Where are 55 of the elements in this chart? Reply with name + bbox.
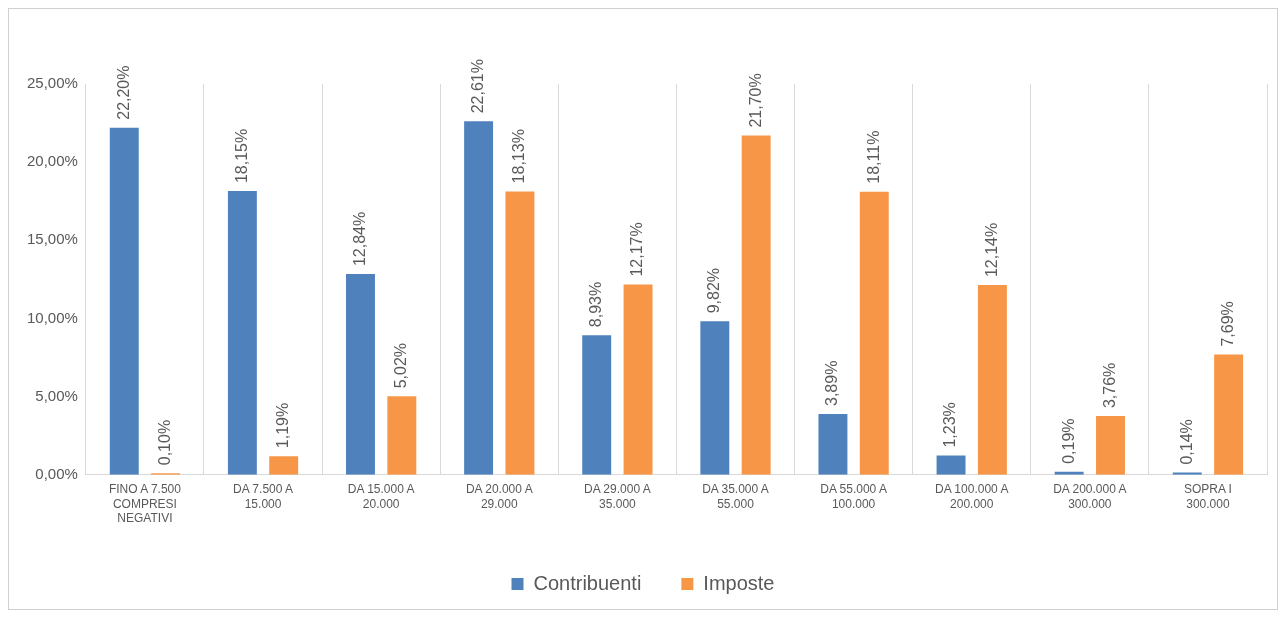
x-tick-label: FINO A 7.500 COMPRESI NEGATIVI: [108, 482, 182, 526]
legend-label: Imposte: [703, 571, 775, 594]
data-label: 0,14%: [1177, 419, 1195, 465]
y-tick-label: 20,00%: [27, 152, 78, 170]
bar: [623, 284, 653, 475]
data-label: 7,69%: [1219, 301, 1237, 347]
y-tick-label: 15,00%: [27, 230, 78, 248]
legend-label: Contribuenti: [533, 571, 642, 594]
data-label: 18,11%: [864, 130, 882, 184]
bar: [1214, 354, 1244, 475]
y-tick-label: 25,00%: [27, 74, 78, 92]
data-label: 12,17%: [628, 222, 646, 277]
data-label: 18,15%: [232, 128, 250, 184]
bar: [977, 285, 1007, 475]
data-label: 3,89%: [823, 360, 841, 406]
y-tick-label: 5,00%: [35, 386, 78, 404]
data-label: 9,82%: [705, 267, 723, 314]
bar: [582, 335, 612, 475]
data-label: 12,84%: [350, 211, 368, 267]
bar: [741, 135, 771, 475]
data-label: 22,61%: [469, 59, 486, 114]
bar: [1096, 416, 1125, 475]
bar: [227, 191, 257, 475]
data-label: 22,20%: [114, 65, 132, 120]
data-label: 12,14%: [982, 222, 1000, 278]
data-label: 1,23%: [941, 402, 959, 448]
y-tick-label: 10,00%: [27, 308, 78, 326]
bar: [109, 127, 139, 475]
bar: [936, 455, 966, 475]
x-tick-label: SOPRA I 300.000: [1183, 482, 1232, 511]
bar: [464, 121, 494, 475]
data-label: 0,10%: [156, 419, 174, 466]
bar: [505, 191, 535, 475]
x-tick-label: DA 20.000 A 29.000: [465, 482, 533, 511]
data-label: 3,76%: [1100, 362, 1118, 409]
x-tick-label: DA 55.000 A 100.000: [820, 482, 887, 511]
x-tick-label: DA 15.000 A 20.000: [347, 482, 415, 511]
x-tick-label: DA 200.000 A 300.000: [1053, 482, 1127, 511]
x-tick-label: DA 35.000 A 55.000: [702, 482, 769, 511]
data-label: 1,19%: [274, 402, 292, 449]
x-tick-label: DA 100.000 A 200.000: [935, 482, 1009, 511]
data-label: 21,70%: [746, 73, 764, 128]
bar: [700, 321, 730, 475]
data-label: 5,02%: [392, 342, 410, 389]
bar: [818, 413, 848, 475]
y-tick-label: 0,00%: [35, 464, 78, 482]
bar: [387, 396, 417, 475]
data-label: 0,19%: [1059, 418, 1077, 464]
data-label: 8,93%: [587, 281, 605, 328]
bar: [859, 191, 889, 475]
data-label: 18,13%: [510, 129, 528, 184]
bar: [346, 274, 375, 475]
bar: [269, 456, 299, 475]
x-tick-label: DA 7.500 A 15.000: [233, 482, 294, 511]
x-tick-label: DA 29.000 A 35.000: [584, 482, 651, 511]
